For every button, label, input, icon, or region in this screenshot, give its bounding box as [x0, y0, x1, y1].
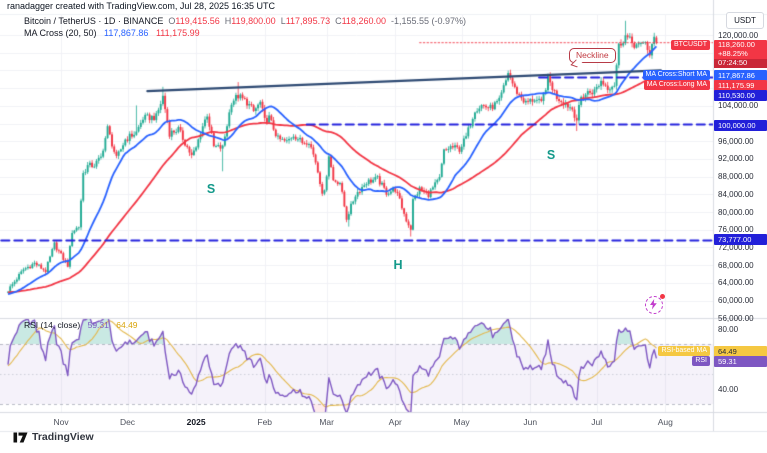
time-axis-label: Nov	[53, 417, 69, 427]
percent-change-value: +88.25%	[718, 48, 748, 58]
currency-toggle-button[interactable]: USDT	[726, 12, 764, 29]
ohlc-key: H	[224, 16, 232, 26]
time-axis-label: Jul	[591, 417, 603, 427]
time-axis-label: May	[453, 417, 470, 427]
axis-badge: 110,530.00	[714, 90, 767, 101]
price-tick: 68,000.00	[718, 260, 754, 270]
neckline-callout[interactable]: Neckline	[569, 48, 616, 63]
ohlc-value: 119,800.00	[231, 16, 276, 26]
price-tick: 88,000.00	[718, 172, 754, 182]
watermark[interactable]: TradingView	[13, 431, 94, 443]
ohlc-key: O	[168, 16, 176, 26]
axis-badge: 64.49	[714, 346, 767, 357]
axis-badge: 59.31	[714, 356, 767, 367]
ma-long-value: 111,175.99	[155, 28, 200, 38]
symbol-title[interactable]: Bitcoin / TetherUS · 1D · BINANCE	[24, 16, 164, 26]
time-axis-label: Dec	[119, 417, 136, 427]
time-axis-label: 2025	[186, 417, 206, 427]
axis-badge: 117,867.86	[714, 70, 767, 81]
time-axis-label: Apr	[388, 417, 402, 427]
rsi-ma-value: 64.49	[116, 320, 138, 330]
price-tick: 92,000.00	[718, 154, 754, 164]
rsi-title[interactable]: RSI (14, close)	[24, 320, 81, 330]
time-axis-label: Jun	[523, 417, 538, 427]
price-tick: 64,000.00	[718, 278, 754, 288]
rsi-tick: 40.00	[718, 384, 739, 394]
axis-badge: 73,777.00	[714, 234, 767, 245]
price-tick: 104,000.00	[718, 101, 759, 111]
indicator-axis-label: RSI-based MA	[658, 345, 710, 356]
axis-badge: 100,000.00	[714, 120, 767, 131]
time-axis-label: Aug	[657, 417, 673, 427]
price-tick: 56,000.00	[718, 313, 754, 323]
last-price-value: 118,260.00	[718, 40, 755, 49]
ohlc-key: L	[280, 16, 286, 26]
attribution-text: ranadagger created with TradingView.com,…	[7, 1, 275, 11]
rsi-tick: 80.00	[718, 324, 739, 334]
axis-badge: 111,175.99	[714, 80, 767, 91]
price-tick: 80,000.00	[718, 207, 754, 217]
ohlc-value: 117,895.73	[285, 16, 331, 26]
tradingview-logo-icon	[13, 432, 28, 443]
price-tick: 60,000.00	[718, 296, 754, 305]
pattern-letter[interactable]: S	[206, 182, 216, 196]
ohlc-values: O119,415.56 H119,800.00 L117,895.73 C118,26…	[163, 16, 386, 26]
change-value: -1,155.55 (-0.97%)	[390, 16, 467, 26]
price-tick: 96,000.00	[718, 136, 754, 146]
pattern-letter[interactable]: S	[546, 148, 556, 162]
time-axis-label: Mar	[319, 417, 334, 427]
alert-dot-icon	[660, 294, 665, 299]
ma-cross-legend[interactable]: MA Cross (20, 50) 117,867.86 111,175.99	[24, 28, 200, 38]
last-price-axis-badge: 118,260.00 +88.25% 07:24:50	[714, 40, 767, 68]
ma-short-value: 117,867.86	[104, 28, 149, 38]
indicator-axis-label: BTCUSDT	[670, 39, 710, 50]
indicator-axis-label: MA Cross:Short MA	[642, 69, 710, 80]
indicator-axis-label: MA Cross:Long MA	[643, 79, 710, 90]
pattern-letter[interactable]: H	[393, 258, 403, 272]
ohlc-value: 118,260.00	[341, 16, 386, 26]
price-tick: 84,000.00	[718, 189, 754, 199]
price-tick: 120,000.00	[718, 30, 759, 40]
price-tick: 76,000.00	[718, 225, 754, 235]
symbol-legend[interactable]: Bitcoin / TetherUS · 1D · BINANCE O119,41…	[24, 16, 466, 26]
price-tick: 72,000.00	[718, 242, 754, 252]
indicator-axis-label: RSI	[692, 355, 710, 366]
ohlc-value: 119,415.56	[175, 16, 220, 26]
rsi-value: 59.31	[87, 320, 109, 330]
ohlc-key: C	[335, 16, 342, 26]
bar-countdown: 07:24:50	[714, 58, 767, 68]
time-axis-label: Feb	[257, 417, 273, 427]
alert-lightning-icon[interactable]	[645, 294, 665, 314]
rsi-legend[interactable]: RSI (14, close) 59.31 64.49	[24, 320, 138, 330]
watermark-text: TradingView	[32, 431, 94, 443]
ma-cross-title[interactable]: MA Cross (20, 50)	[24, 28, 97, 38]
